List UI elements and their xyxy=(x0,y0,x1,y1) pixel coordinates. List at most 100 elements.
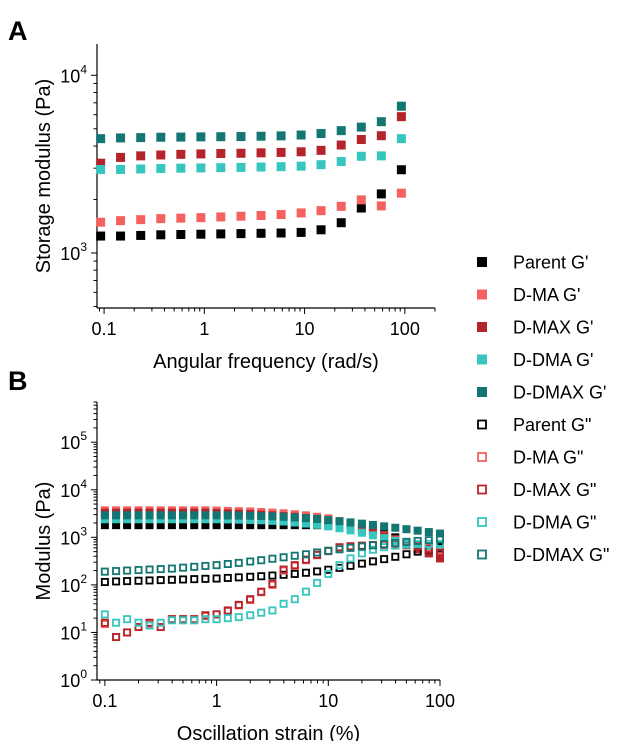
data-point xyxy=(268,571,277,580)
data-point xyxy=(234,511,243,520)
y-tick-label: 103 xyxy=(60,524,87,548)
data-point xyxy=(196,229,206,239)
data-point xyxy=(100,521,109,530)
y-tick-label: 100 xyxy=(60,667,87,691)
legend-marker xyxy=(477,387,487,397)
data-point xyxy=(236,132,246,142)
panel-a-chart: 0.1 1 10 100 103 104 Angular frequency (rad/s)… xyxy=(33,44,436,373)
series-d-dmax-g xyxy=(100,511,444,538)
data-point xyxy=(376,151,386,161)
series-parent-g xyxy=(100,543,444,586)
data-point xyxy=(190,562,199,571)
data-point xyxy=(116,133,126,143)
data-point xyxy=(357,549,366,558)
data-point xyxy=(324,565,333,574)
data-point xyxy=(123,628,132,637)
data-point xyxy=(216,132,226,142)
data-point xyxy=(156,132,166,142)
data-point xyxy=(424,528,433,537)
data-point xyxy=(268,516,277,525)
data-point xyxy=(435,548,444,557)
data-point xyxy=(257,512,266,521)
legend-marker xyxy=(477,452,487,462)
data-point xyxy=(100,567,109,576)
data-point xyxy=(176,163,186,173)
data-point xyxy=(301,550,310,559)
x-axis-label: Oscillation strain (%) xyxy=(177,723,360,741)
data-point xyxy=(212,615,221,624)
data-point xyxy=(279,599,288,608)
data-point xyxy=(356,135,366,145)
data-point xyxy=(234,573,243,582)
legend-marker xyxy=(477,517,487,527)
data-point xyxy=(391,552,400,561)
data-point xyxy=(246,511,255,520)
data-point xyxy=(257,587,266,596)
data-point xyxy=(424,544,433,553)
data-point xyxy=(167,564,176,573)
legend-item: D-MA G" xyxy=(477,448,583,468)
data-point xyxy=(116,152,126,162)
x-tick-label: 1 xyxy=(199,319,209,339)
data-point xyxy=(313,520,322,529)
data-point xyxy=(268,512,277,521)
data-point xyxy=(324,546,333,555)
legend-label: D-DMAX G" xyxy=(513,545,609,565)
data-point xyxy=(396,134,406,144)
data-point xyxy=(268,554,277,563)
data-point xyxy=(336,140,346,150)
data-point xyxy=(201,521,210,530)
data-point xyxy=(256,228,266,238)
series-d-dmax-g xyxy=(96,101,406,144)
data-point xyxy=(179,575,188,584)
data-point xyxy=(279,565,288,574)
data-point xyxy=(357,528,366,537)
data-point xyxy=(179,616,188,625)
data-point xyxy=(256,131,266,141)
data-point xyxy=(201,574,210,583)
data-point xyxy=(190,616,199,625)
data-point xyxy=(335,524,344,533)
data-point xyxy=(346,561,355,570)
x-tick-label: 100 xyxy=(425,691,455,711)
y-tick-label: 103 xyxy=(60,240,87,264)
series-d-dma-g xyxy=(96,134,406,174)
data-point xyxy=(167,575,176,584)
data-point xyxy=(190,575,199,584)
legend-item: D-DMAX G' xyxy=(477,383,606,403)
legend-item: Parent G' xyxy=(477,253,588,273)
legend-item: D-MAX G' xyxy=(477,318,593,338)
data-point xyxy=(223,559,232,568)
data-point xyxy=(279,553,288,562)
data-point xyxy=(123,628,132,637)
data-point xyxy=(357,542,366,551)
data-point xyxy=(257,521,266,530)
data-point xyxy=(246,515,255,524)
data-point xyxy=(276,228,286,238)
data-point xyxy=(96,231,106,241)
data-point xyxy=(216,212,226,222)
data-point xyxy=(145,521,154,530)
data-point xyxy=(324,569,333,578)
data-point xyxy=(346,526,355,535)
data-point xyxy=(256,162,266,172)
data-point xyxy=(216,163,226,173)
data-point xyxy=(134,623,143,632)
data-point xyxy=(301,587,310,596)
data-point xyxy=(156,576,165,585)
x-tick-label: 0.1 xyxy=(92,691,117,711)
data-point xyxy=(212,521,221,530)
data-point xyxy=(236,162,246,172)
data-point xyxy=(396,188,406,198)
data-point xyxy=(316,206,326,216)
data-point xyxy=(246,611,255,620)
legend-label: D-MA G" xyxy=(513,448,583,468)
data-point xyxy=(223,573,232,582)
x-tick-label: 100 xyxy=(390,319,420,339)
legend-marker xyxy=(477,419,487,430)
data-point xyxy=(296,227,306,237)
data-point xyxy=(156,623,165,632)
data-point xyxy=(402,550,411,559)
data-point xyxy=(257,572,266,581)
